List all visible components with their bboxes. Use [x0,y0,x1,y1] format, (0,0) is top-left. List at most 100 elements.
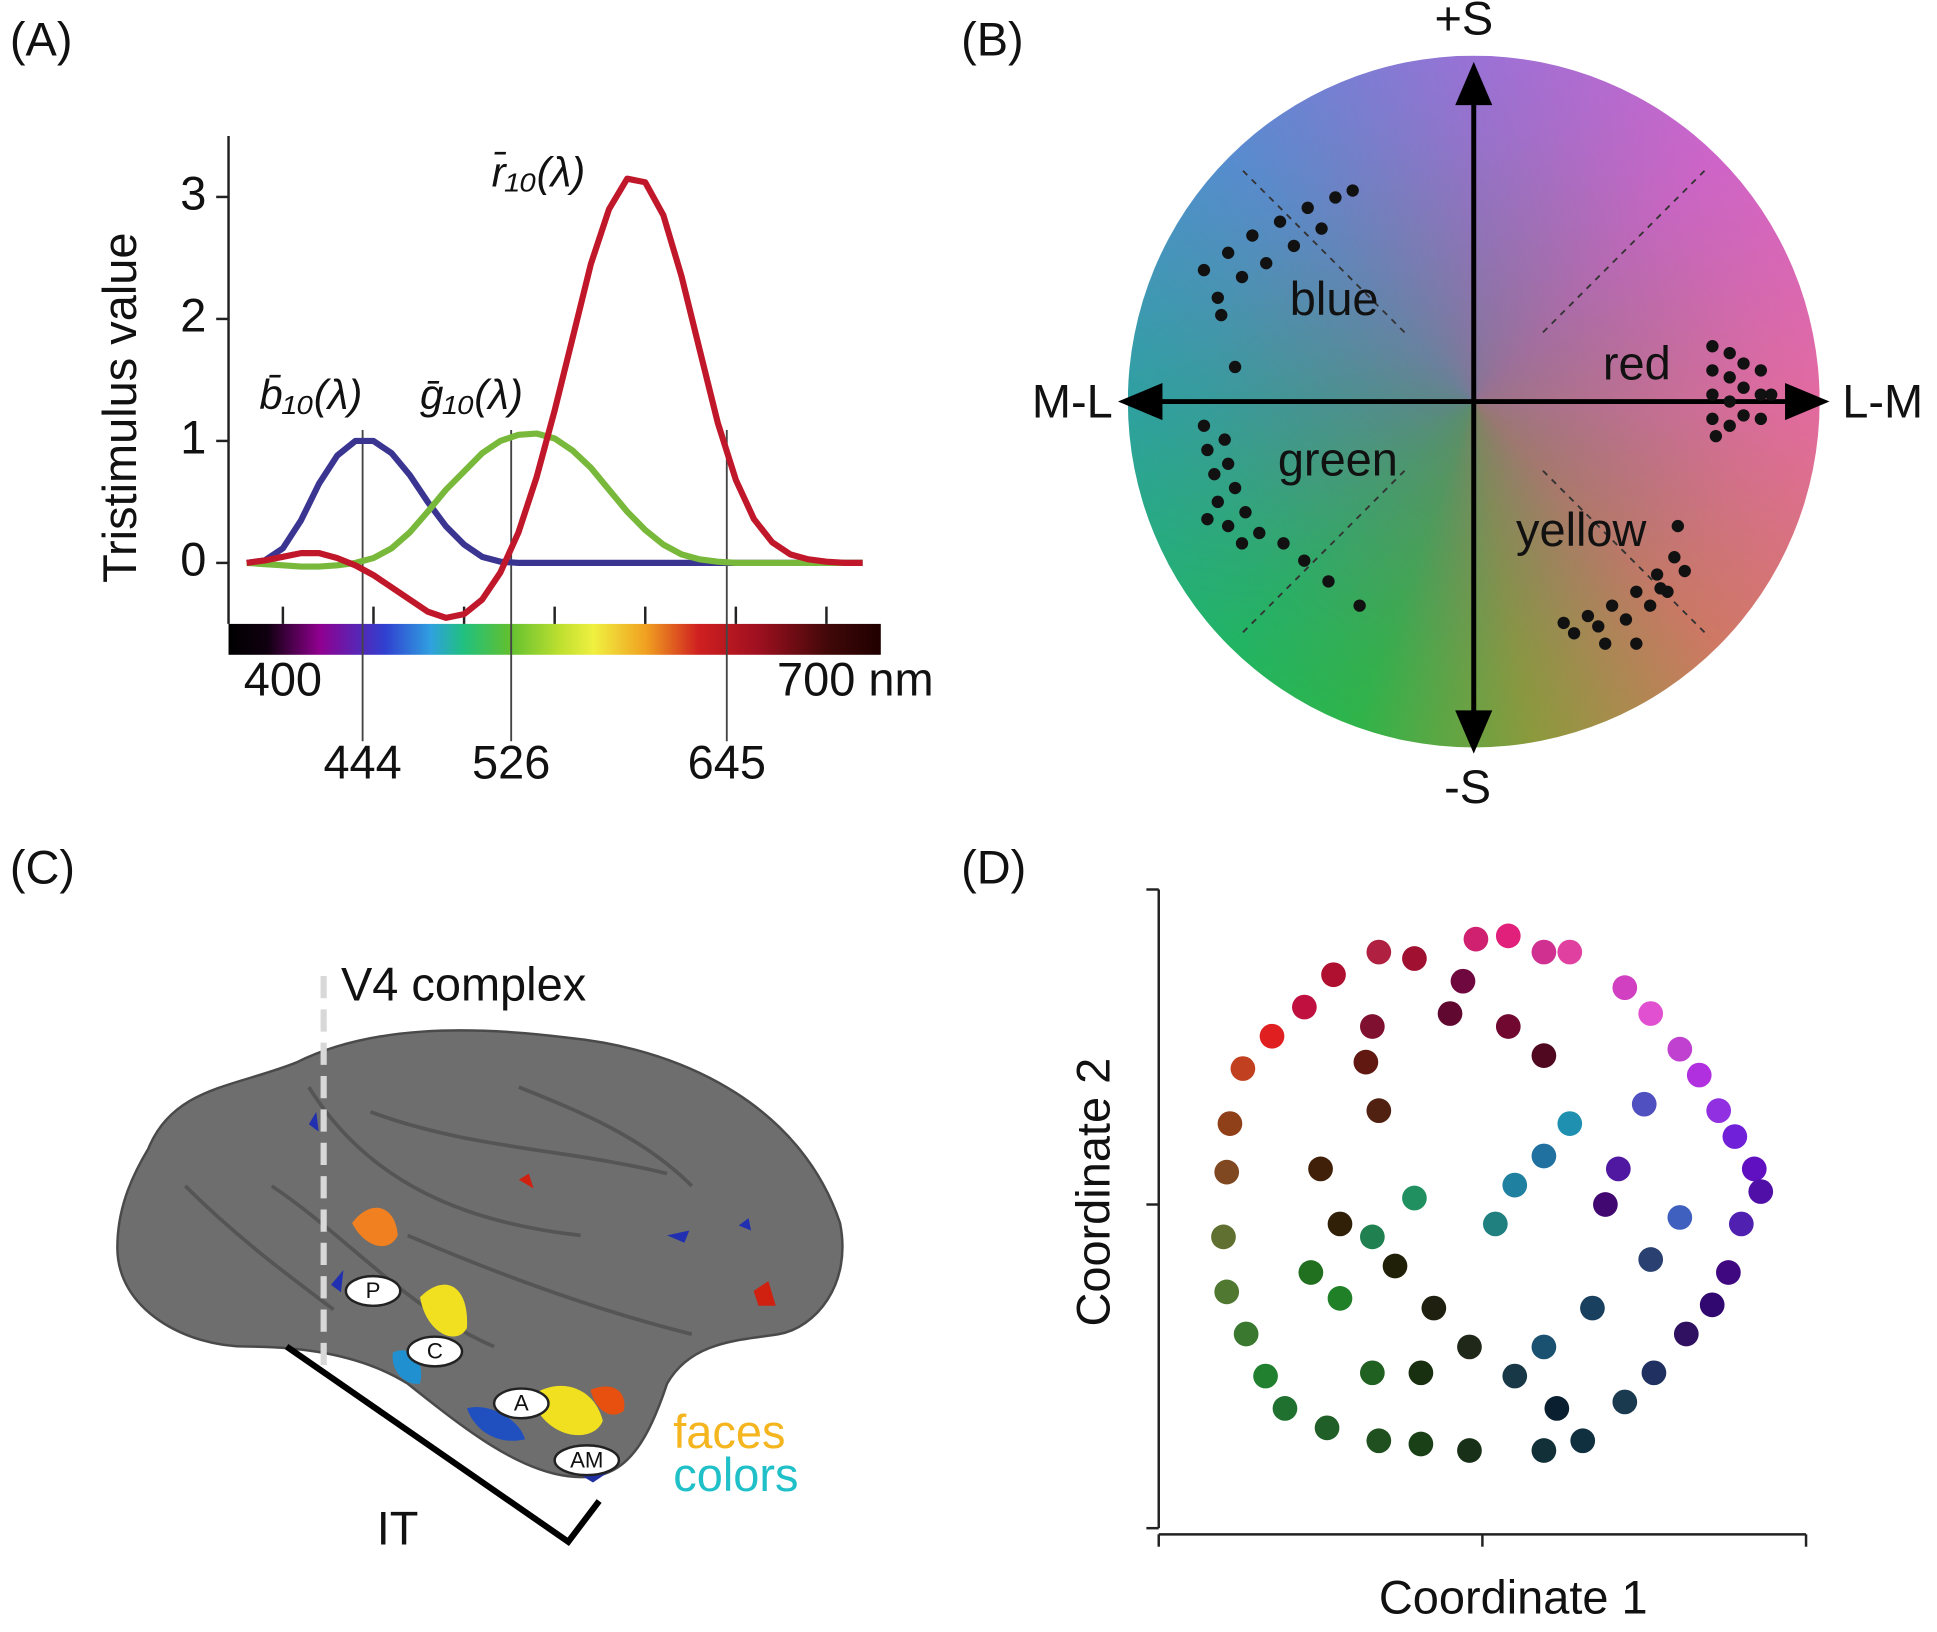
point [1706,340,1719,353]
point [1531,1143,1557,1169]
point [1402,1185,1427,1211]
point [1605,1156,1631,1182]
point [1221,457,1235,470]
point [1580,1295,1605,1321]
point [1366,1098,1392,1124]
colorbar [228,623,881,655]
point [1612,1389,1638,1415]
point [1217,1111,1243,1136]
point [1360,1224,1385,1250]
point [1544,1396,1570,1421]
cluster-label: red [1603,337,1671,389]
diagonal-guide [1237,165,1406,334]
point [1581,609,1595,623]
curve [246,175,863,621]
axis-label: L-M [1842,376,1923,428]
point [1706,1098,1732,1124]
point [1728,1211,1754,1237]
region-label: C [427,1339,443,1364]
point [1353,599,1366,612]
arrow-head [1455,61,1493,106]
point [1495,923,1521,949]
point [1197,419,1211,432]
x-axis-label: Coordinate 1 [1379,1571,1648,1623]
point [1360,1014,1385,1039]
point [1638,1001,1664,1026]
point [1673,1321,1699,1347]
curve-label: ḡ₁₀(λ) [420,371,523,418]
point [1593,1192,1618,1217]
point [1301,201,1314,215]
point [1230,1056,1256,1081]
point [1208,468,1221,481]
point [1382,1253,1408,1279]
point [1502,1172,1528,1198]
point [1366,939,1392,965]
point [1450,968,1476,994]
point [1612,975,1638,1001]
annotation: V4 complex [341,959,586,1011]
point [1298,554,1311,567]
point [1599,637,1612,650]
point [1650,568,1664,581]
point [1273,215,1287,228]
point [1215,308,1228,322]
reference-label: 645 [688,736,766,788]
point [1421,1295,1447,1321]
point [1221,246,1235,259]
region-marker [492,1387,550,1420]
y-axis-label: Tristimulus value [94,233,146,583]
point [1754,364,1768,377]
diagonal-guide [1542,165,1710,334]
point [1292,994,1317,1020]
point [1260,257,1273,270]
point [1723,346,1736,360]
point [1457,1438,1482,1463]
point [1277,537,1290,550]
point [1463,926,1489,952]
point [1678,564,1691,578]
point [1495,1014,1521,1039]
point [1630,585,1643,598]
point [1322,575,1335,588]
point [1706,388,1719,401]
point [1668,551,1681,564]
point [1531,1438,1557,1463]
x-tick-label: 400 [244,654,322,706]
point [1699,1292,1725,1318]
point [1737,357,1750,370]
point [1272,1396,1298,1421]
reference-label: 444 [323,736,401,788]
y-tick-label: 1 [180,411,206,463]
axis-label: -S [1444,761,1491,813]
point [1346,184,1359,197]
point [1353,1049,1379,1075]
point [1218,433,1231,446]
point [1402,946,1427,971]
point [1211,291,1224,304]
point [1315,222,1328,235]
point [1327,1211,1353,1237]
point [1482,1211,1508,1237]
point [1722,1124,1748,1149]
arrow-head [1455,710,1493,754]
legend-label: colors [673,1449,798,1501]
curve-label: b̄₁₀(λ) [259,371,362,418]
point [1253,1363,1278,1389]
point [1360,1360,1385,1386]
point [1228,360,1242,374]
point [1605,599,1619,612]
panel-label: (B) [961,14,1024,66]
point [1408,1431,1434,1457]
point [1557,1111,1583,1136]
point [1327,1286,1353,1311]
curve-label: r̄₁₀(λ) [492,149,586,196]
point [1667,1205,1693,1230]
point [1314,1415,1340,1441]
axis-label: +S [1435,0,1494,45]
point [1630,637,1643,650]
diagonal-guide [1237,470,1406,638]
legend-label: faces [673,1406,785,1458]
x-tick-label: 700 nm [777,654,934,706]
